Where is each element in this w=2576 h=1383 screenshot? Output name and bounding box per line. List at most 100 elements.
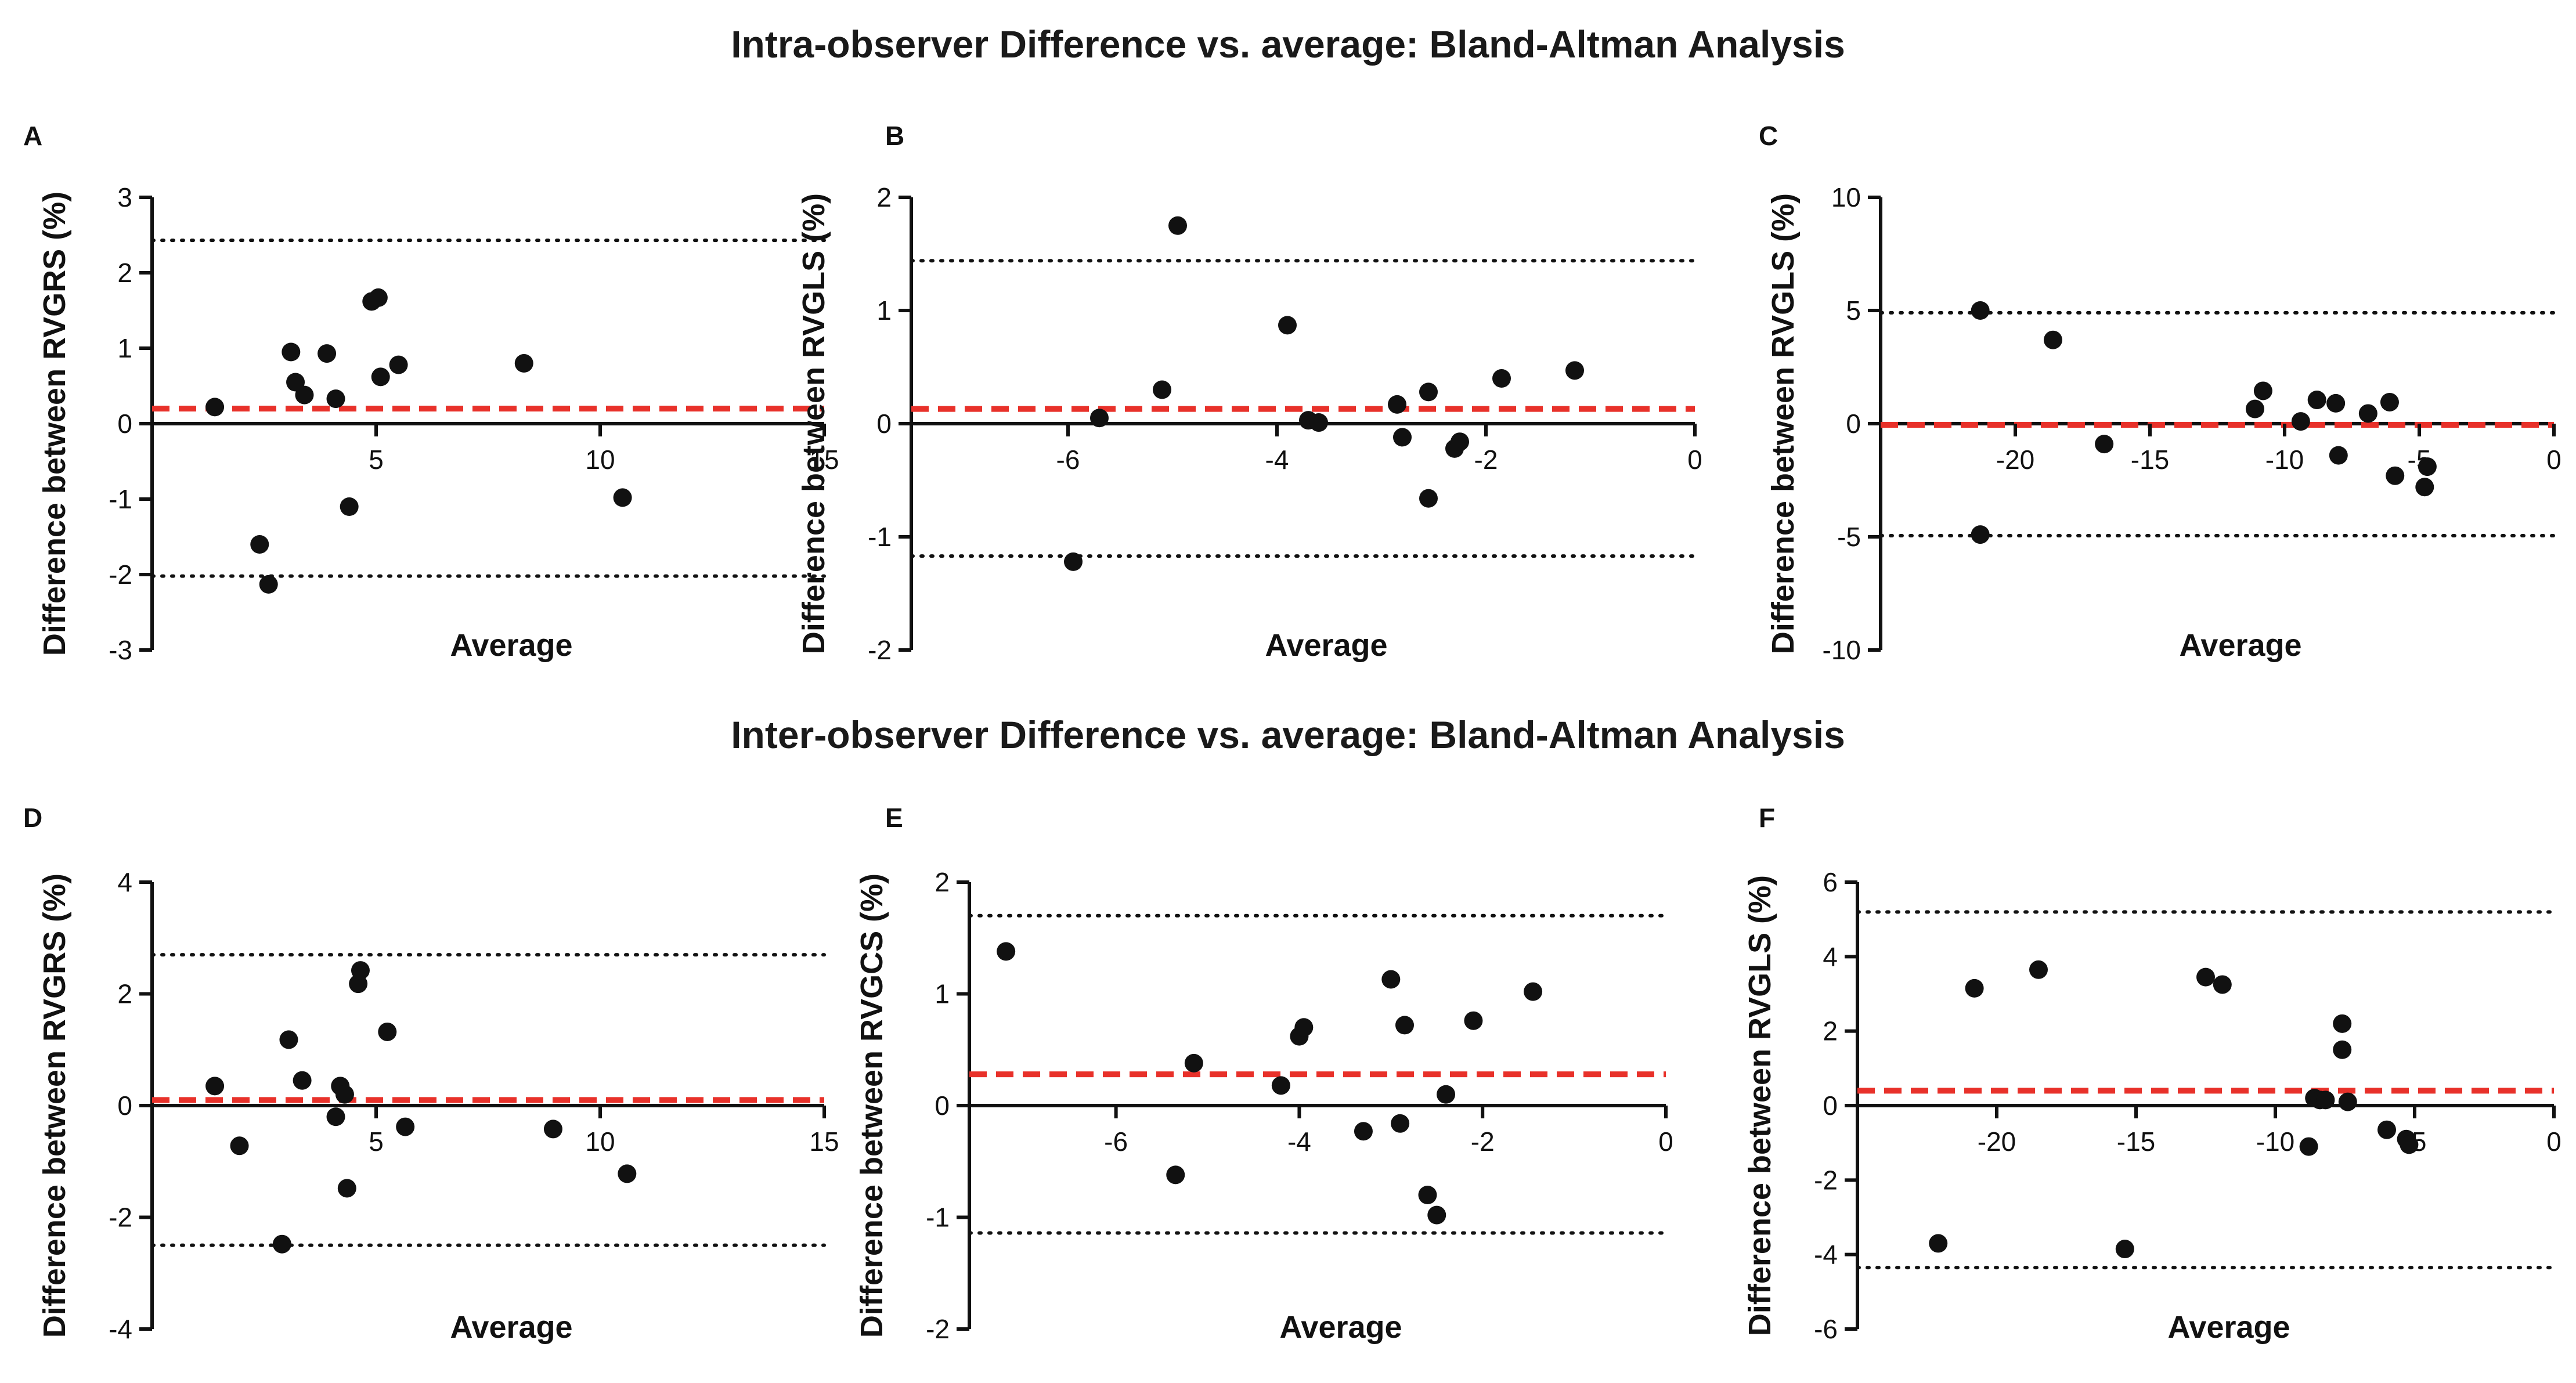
y-tick-label-a: -3 [109,635,132,665]
y-tick-label-f: 4 [1823,941,1838,972]
data-point-b [1064,552,1083,571]
data-point-e [1381,970,1401,989]
y-tick-label-b: 0 [876,409,892,439]
y-tick-label-a: 3 [117,182,132,212]
y-tick-label-a: -2 [109,559,132,590]
y-axis-label-d: Difference between RVGRS (%) [37,873,72,1338]
y-axis-label-c: Difference between RVGLS (%) [1766,193,1801,654]
x-tick-label-c: -10 [2265,445,2304,475]
data-point-c [2307,391,2326,410]
x-tick-label-a: 10 [585,445,615,475]
y-tick-label-b: -2 [868,635,892,665]
y-tick-label-f: -6 [1814,1314,1838,1344]
data-point-f [2400,1135,2419,1154]
y-tick-label-f: -4 [1814,1240,1838,1270]
data-point-e [1427,1205,1446,1225]
y-tick-label-e: -2 [926,1314,950,1344]
data-point-c [1971,525,1990,544]
data-point-c [2291,412,2310,431]
data-point-a [371,367,390,387]
data-point-f [2115,1240,2134,1259]
data-point-d [205,1077,225,1096]
x-tick-label-e: 0 [1658,1126,1673,1157]
x-axis-label-c: Average [2179,628,2301,663]
data-point-f [2299,1137,2318,1156]
x-tick-label-b: -4 [1265,445,1289,475]
data-point-e [1437,1085,1456,1104]
y-tick-label-b: 1 [876,295,892,326]
data-point-e [1354,1122,1373,1141]
y-tick-label-c: 0 [1846,409,1861,439]
x-tick-label-b: -2 [1474,445,1498,475]
data-point-a [389,355,408,374]
x-tick-label-d: 5 [369,1126,384,1157]
data-point-f [2213,975,2232,994]
data-point-c [2326,393,2346,413]
data-point-d [396,1117,415,1136]
data-point-c [2095,435,2114,454]
data-point-c [2253,381,2272,400]
y-tick-label-c: -5 [1837,522,1861,552]
data-point-a [205,398,225,417]
y-tick-label-d: 0 [117,1090,132,1121]
x-tick-label-d: 10 [585,1126,615,1157]
data-point-e [1418,1186,1437,1204]
y-tick-label-c: 10 [1831,182,1861,212]
data-point-b [1419,382,1438,402]
panel-label-a: A [23,121,42,151]
panel-a: A -3 -2 -1 0 1 2 3 5 10 15 Average Difference betwee… [23,121,839,665]
data-point-f [2029,960,2048,979]
data-point-e [1391,1114,1410,1133]
x-axis-label-b: Average [1265,628,1387,663]
y-tick-label-e: 2 [935,867,950,897]
x-tick-label-a: 15 [809,445,839,475]
data-point-f [2377,1120,2396,1139]
data-point-f [1929,1234,1948,1253]
x-tick-label-f: 0 [2546,1126,2561,1157]
y-tick-label-e: 1 [935,979,950,1009]
data-point-d [326,1107,345,1126]
data-point-b [1419,489,1438,508]
data-point-a [259,575,278,594]
data-point-d [293,1071,312,1090]
y-tick-label-f: 6 [1823,867,1838,897]
x-tick-label-e: -4 [1287,1126,1311,1157]
data-point-e [1464,1011,1483,1030]
data-point-f [2196,967,2215,987]
data-point-f [2316,1090,2335,1110]
panel-label-d: D [23,803,42,833]
data-point-e [1294,1018,1314,1037]
data-point-d [279,1030,298,1049]
data-point-e [997,942,1016,961]
data-point-f [2333,1040,2352,1059]
x-axis-label-e: Average [1279,1310,1402,1345]
x-tick-label-b: -6 [1056,445,1080,475]
data-point-e [1524,982,1543,1001]
data-point-e [1271,1076,1290,1095]
x-tick-label-f: -15 [2117,1126,2155,1157]
y-tick-label-b: 2 [876,182,892,212]
data-point-a [340,497,359,516]
x-tick-label-b: 0 [1687,445,1702,475]
x-tick-label-f: -10 [2256,1126,2294,1157]
x-axis-label-a: Average [450,628,572,663]
data-point-c [1971,301,1990,320]
panel-label-b: B [885,121,904,151]
y-tick-label-d: 2 [117,979,132,1009]
x-tick-label-e: -2 [1471,1126,1495,1157]
y-tick-label-b: -1 [868,522,892,552]
data-point-f [1965,978,1984,998]
data-point-b [1153,380,1171,399]
y-tick-label-c: 5 [1846,295,1861,326]
data-point-d [272,1234,291,1254]
data-point-c [2386,466,2405,485]
y-axis-label-e: Difference between RVGCS (%) [854,873,889,1338]
x-tick-label-f: -20 [1978,1126,2016,1157]
panel-label-f: F [1759,803,1775,833]
panel-b: B -2 -1 0 1 2 -6 -4 -2 0 Average Difference between… [796,121,1702,665]
y-tick-label-f: -2 [1814,1165,1838,1195]
y-tick-label-d: -2 [109,1203,132,1233]
data-point-c [2418,457,2437,476]
data-point-a [318,344,337,363]
